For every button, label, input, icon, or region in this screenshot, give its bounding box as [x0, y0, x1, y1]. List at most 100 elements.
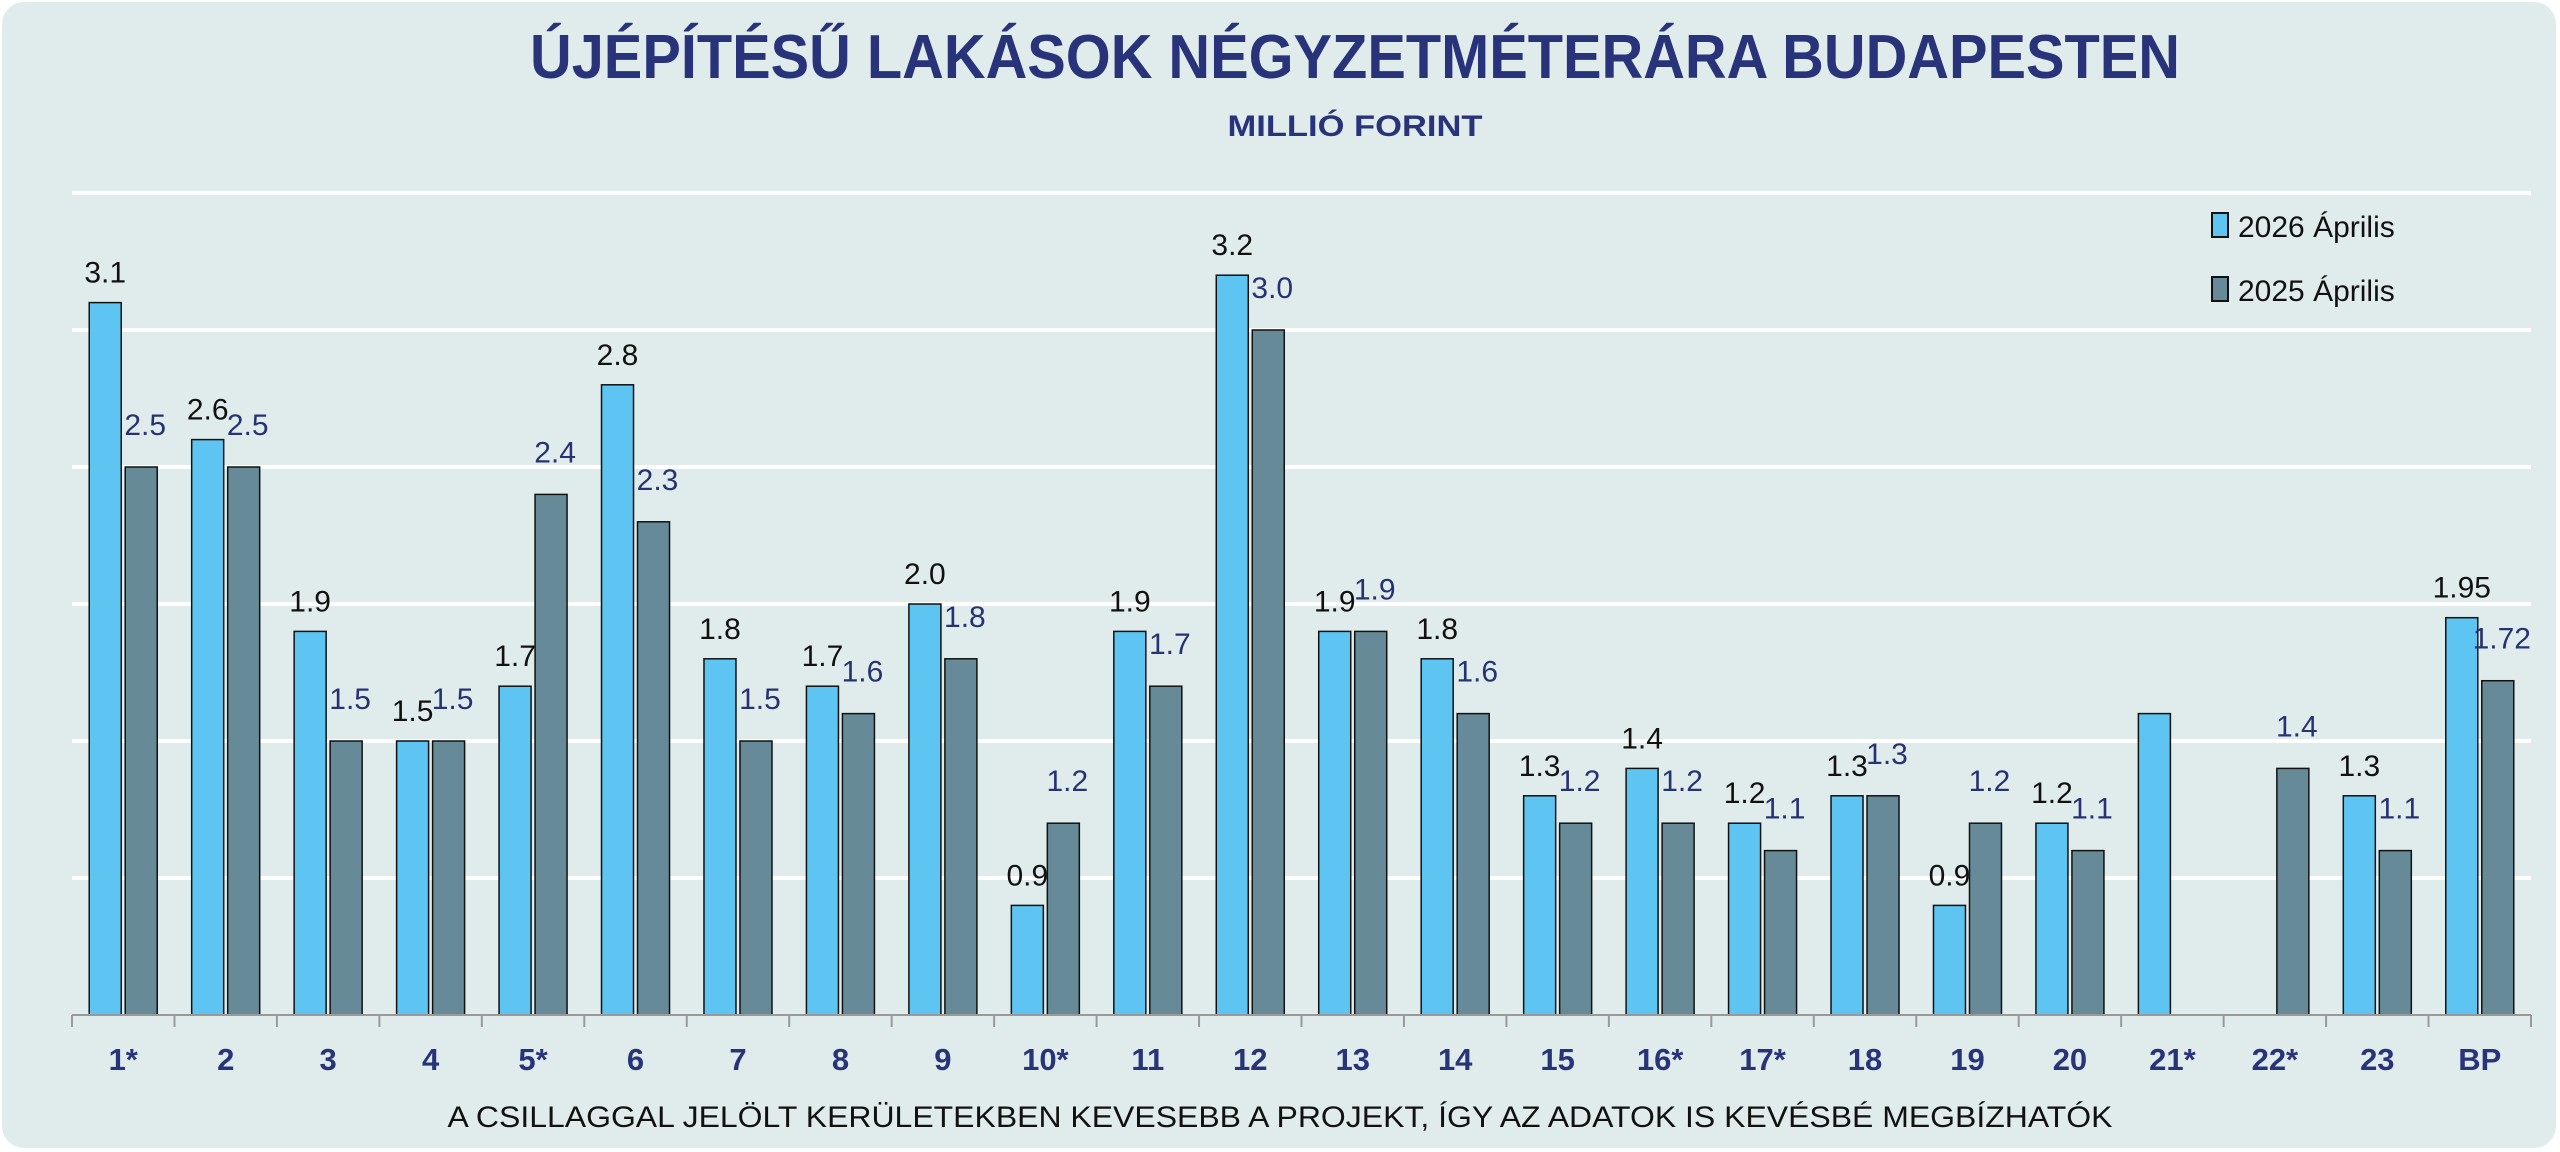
- bar-2026: [190, 438, 225, 1016]
- bar-2026: [2035, 822, 2069, 1016]
- bar-2026: [1625, 767, 1659, 1016]
- data-label-2025: 1.6: [1456, 656, 1498, 689]
- data-label-2025: 1.9: [1354, 573, 1396, 606]
- bar-2026: [1830, 795, 1864, 1016]
- bar-2025: [841, 712, 876, 1016]
- x-tick-label: 22*: [2252, 1042, 2299, 1077]
- data-label-2025: 1.3: [1866, 738, 1908, 771]
- data-label-2025: 1.2: [1969, 765, 2011, 798]
- bar-2026: [1317, 630, 1352, 1016]
- data-label-2025: 1.2: [1559, 765, 1601, 798]
- data-label-2026: 1.7: [494, 640, 536, 673]
- data-label-2026: 1.9: [1314, 585, 1356, 618]
- bar-2025: [1968, 822, 2003, 1016]
- bar-2025: [1763, 849, 1798, 1016]
- x-tick-label: 3: [320, 1042, 337, 1077]
- bar-2025: [226, 466, 261, 1016]
- bar-2025: [329, 740, 363, 1016]
- data-label-2026: 1.8: [1416, 613, 1458, 646]
- x-tick-label: 11: [1131, 1042, 1164, 1077]
- bar-2026: [1522, 795, 1557, 1016]
- bar-2025: [124, 466, 158, 1016]
- bar-2025: [636, 521, 671, 1016]
- gridlines: [72, 191, 2531, 880]
- bar-2026: [498, 685, 532, 1016]
- x-tick-label: 21*: [2149, 1042, 2196, 1077]
- data-label-2025: 1.5: [739, 683, 781, 716]
- legend-label-2025: 2025 Április: [2238, 275, 2395, 308]
- data-label-2026: 1.3: [1519, 750, 1561, 783]
- data-label-2025: 2.5: [227, 409, 269, 442]
- x-axis: 1* 2 3 4 5* 6 7 8 9 10* 11 12 13 14 15 16* 17* 18 19 20 21* 2…: [71, 1014, 2532, 1077]
- bar-2025: [1866, 795, 1900, 1016]
- x-tick-label: 2: [217, 1042, 234, 1077]
- bar-2025: [1251, 329, 1286, 1016]
- data-label-2026: 1.9: [1109, 585, 1151, 618]
- x-tick-label: 1*: [109, 1042, 139, 1077]
- bar-2025: [1046, 822, 1081, 1016]
- bar-2025: [1456, 712, 1490, 1016]
- x-tick-label: 7: [729, 1042, 746, 1077]
- data-label-2025: 1.8: [944, 601, 986, 634]
- bars: [88, 274, 2515, 1016]
- data-label-2026: 1.2: [2031, 777, 2073, 810]
- data-labels: 3.12.5 2.62.51.91.5 1.51.51.72.42.82.31.81…: [84, 229, 2531, 892]
- data-label-2026: 1.3: [2338, 750, 2380, 783]
- x-tick-label: 8: [832, 1042, 849, 1077]
- bar-2025: [1558, 822, 1593, 1016]
- data-label-2026: 1.2: [1724, 777, 1766, 810]
- data-label-2025: 1.2: [1661, 765, 1703, 798]
- data-label-2026: 1.4: [1621, 722, 1663, 755]
- bar-2026: [600, 384, 635, 1016]
- bar-2026: [1010, 904, 1045, 1016]
- bar-2026: [703, 658, 737, 1016]
- data-label-2026: 0.9: [1006, 859, 1048, 892]
- x-tick-label: 14: [1438, 1042, 1473, 1077]
- data-label-2025: 1.2: [1046, 765, 1088, 798]
- x-tick-label: 17*: [1739, 1042, 1786, 1077]
- data-label-2025: 1.6: [842, 656, 884, 689]
- chart-subtitle: MILLIÓ FORINT: [1228, 109, 1483, 143]
- bar-2025: [2071, 849, 2105, 1016]
- bar-2025: [534, 493, 568, 1016]
- bar-2025: [2378, 849, 2413, 1016]
- bar-2025: [2481, 679, 2515, 1016]
- data-label-2025: 2.3: [637, 464, 679, 497]
- data-label-2025: 1.5: [329, 683, 371, 716]
- x-tick-label: BP: [2458, 1042, 2501, 1077]
- x-tick-label: 5*: [518, 1042, 548, 1077]
- legend: 2026 Április 2025 Április: [2211, 211, 2395, 308]
- bar-2025: [1353, 630, 1388, 1016]
- data-label-2025: 1.7: [1149, 628, 1191, 661]
- data-label-2026: 3.1: [84, 257, 126, 290]
- bar-2025: [1149, 685, 1183, 1016]
- data-label-2026: 1.9: [289, 585, 331, 618]
- bar-2026: [395, 740, 430, 1016]
- footnote: A CSILLAGGAL JELÖLT KERÜLETEKBEN KEVESEB…: [448, 1101, 2113, 1134]
- data-label-2025: 1.5: [432, 683, 474, 716]
- x-tick-label: 9: [934, 1042, 951, 1077]
- bar-2025: [739, 740, 773, 1016]
- x-tick-label: 19: [1950, 1042, 1984, 1077]
- bar-2026: [88, 301, 122, 1016]
- x-tick-label: 12: [1233, 1042, 1267, 1077]
- data-label-2025: 1.4: [2276, 710, 2318, 743]
- data-label-2025: 1.1: [1764, 793, 1806, 826]
- x-tick-label: 20: [2053, 1042, 2087, 1077]
- data-label-2026: 2.0: [904, 558, 946, 591]
- bar-2026: [1215, 274, 1250, 1016]
- data-label-2026: 1.7: [802, 640, 844, 673]
- data-label-2026: 2.8: [597, 339, 639, 372]
- data-label-2025: 1.1: [2378, 793, 2420, 826]
- data-label-2025: 2.4: [534, 436, 576, 469]
- data-label-2026: 3.2: [1211, 229, 1253, 262]
- bar-2026: [1727, 822, 1762, 1016]
- x-tick-label: 10*: [1022, 1042, 1069, 1077]
- bar-2025: [1661, 822, 1695, 1016]
- x-tick-label: 23: [2360, 1042, 2394, 1077]
- data-label-2025: 3.0: [1251, 272, 1293, 305]
- bar-2026: [2445, 616, 2479, 1016]
- legend-label-2026: 2026 Április: [2238, 211, 2395, 244]
- bar-2026: [1113, 630, 1147, 1016]
- bar-2026: [2342, 795, 2377, 1016]
